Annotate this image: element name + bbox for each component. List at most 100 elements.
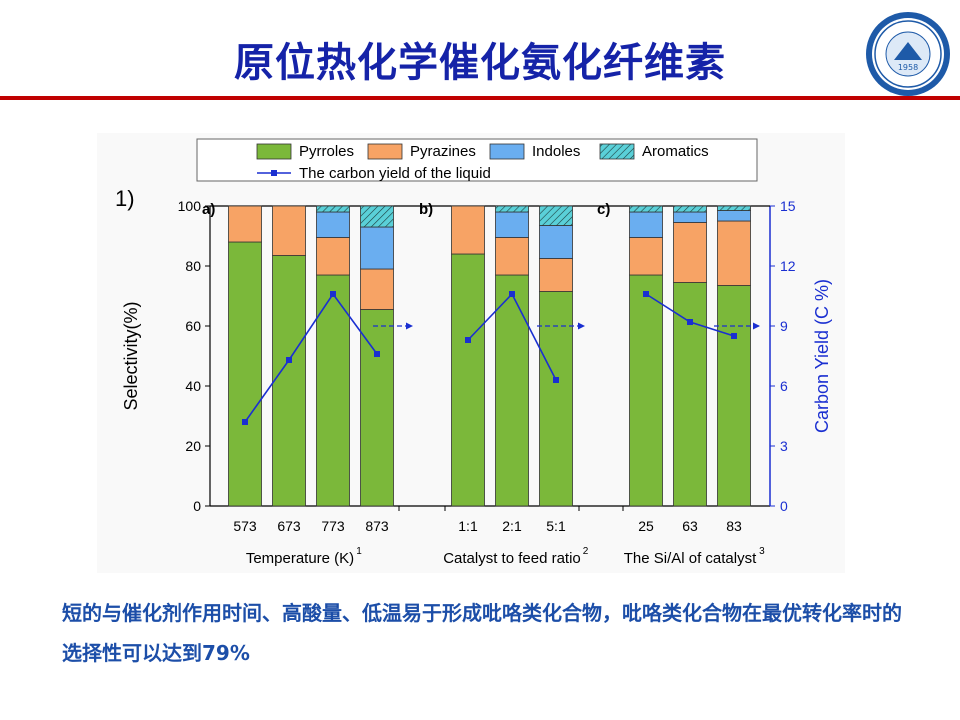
bar-pyrroles xyxy=(272,255,306,507)
bar-pyrroles xyxy=(495,274,529,507)
bar-aromatics xyxy=(539,205,573,226)
chart-panel: 573 673 773 873 a) Temperature (K) 1 1:1 2:1 5:1 b… xyxy=(97,133,845,573)
bars-layer xyxy=(228,205,751,507)
carbon-yield-point xyxy=(643,291,649,297)
y-tick-label-left: 80 xyxy=(185,258,201,274)
bar-pyrazines xyxy=(360,268,394,310)
bar-indoles xyxy=(360,226,394,270)
bar-pyrazines xyxy=(228,205,262,243)
x-tick-label: 1:1 xyxy=(458,518,478,534)
y-tick-label-right: 12 xyxy=(780,258,796,274)
bar-aromatics xyxy=(316,205,350,213)
bar-pyrroles xyxy=(673,282,707,507)
labels-layer: 573 673 773 873 a) Temperature (K) 1 1:1 2:1 5:1 b… xyxy=(115,186,832,567)
bar-pyrroles xyxy=(539,291,573,507)
bar-pyrroles xyxy=(228,241,262,507)
bar-pyrroles xyxy=(629,274,663,507)
legend-label-pyrroles: Pyrroles xyxy=(299,143,354,160)
bar-indoles xyxy=(539,225,573,259)
panel-label: b) xyxy=(419,201,433,218)
bar-pyrazines xyxy=(717,220,751,286)
bar-aromatics xyxy=(673,205,707,213)
bar-indoles xyxy=(495,211,529,238)
legend-marker-carbon-yield xyxy=(271,170,277,176)
x-tick-label: 773 xyxy=(321,518,345,534)
legend-label-indoles: Indoles xyxy=(532,143,580,160)
seal-year: 1958 xyxy=(898,63,918,72)
bar-indoles xyxy=(629,211,663,238)
stacked-bar-chart: 573 673 773 873 a) Temperature (K) 1 1:1 2:1 5:1 b… xyxy=(115,138,832,567)
x-axis-label: The Si/Al of catalyst xyxy=(624,550,757,567)
y-tick-label-right: 9 xyxy=(780,318,788,334)
bar-pyrroles xyxy=(717,285,751,507)
carbon-yield-point xyxy=(330,291,336,297)
legend-label-carbon-yield: The carbon yield of the liquid xyxy=(299,165,491,182)
carbon-yield-point xyxy=(687,319,693,325)
carbon-yield-point xyxy=(465,337,471,343)
y-axis-label-left: Selectivity(%) xyxy=(121,301,141,410)
legend-label-aromatics: Aromatics xyxy=(642,143,709,160)
bar-aromatics xyxy=(629,205,663,213)
carbon-yield-point xyxy=(286,357,292,363)
legend: Pyrroles Pyrazines Indoles Aromatics The car… xyxy=(196,138,758,182)
bar-pyrazines xyxy=(539,258,573,292)
y-tick-label-right: 6 xyxy=(780,378,788,394)
legend-swatch-aromatics xyxy=(599,143,635,160)
bar-pyrroles xyxy=(316,274,350,507)
bar-pyrazines xyxy=(495,237,529,276)
y-tick-label-left: 40 xyxy=(185,378,201,394)
y-tick-label-left: 60 xyxy=(185,318,201,334)
y-axis-label-right: Carbon Yield (C %) xyxy=(812,279,832,433)
carbon-yield-layer xyxy=(242,291,760,425)
x-axis-label: Catalyst to feed ratio xyxy=(443,550,581,567)
y-tick-label-left: 0 xyxy=(193,498,201,514)
carbon-yield-point xyxy=(374,351,380,357)
carbon-yield-point xyxy=(242,419,248,425)
bar-pyrroles xyxy=(360,309,394,507)
carbon-yield-point xyxy=(509,291,515,297)
panel-label: a) xyxy=(202,201,215,218)
panel-label: c) xyxy=(597,201,610,218)
y-tick-label-left: 100 xyxy=(178,198,202,214)
title-divider xyxy=(0,96,960,100)
carbon-yield-line xyxy=(244,292,378,423)
carbon-yield-point xyxy=(731,333,737,339)
y-tick-label-right: 0 xyxy=(780,498,788,514)
x-tick-label: 5:1 xyxy=(546,518,566,534)
x-axis-superscript: 2 xyxy=(583,546,589,557)
figure-label: 1) xyxy=(115,186,135,211)
bar-aromatics xyxy=(360,205,394,228)
bar-pyrazines xyxy=(451,205,485,255)
x-tick-label: 873 xyxy=(365,518,389,534)
x-tick-label: 2:1 xyxy=(502,518,522,534)
x-tick-label: 25 xyxy=(638,518,654,534)
bar-indoles xyxy=(316,211,350,238)
y-tick-label-right: 3 xyxy=(780,438,788,454)
x-tick-label: 673 xyxy=(277,518,301,534)
legend-label-pyrazines: Pyrazines xyxy=(410,143,476,160)
bar-aromatics xyxy=(495,205,529,213)
bar-pyrazines xyxy=(629,237,663,276)
y-tick-label-left: 20 xyxy=(185,438,201,454)
x-axis-label: Temperature (K) xyxy=(246,550,354,567)
slide-title: 原位热化学催化氨化纤维素 xyxy=(234,40,726,86)
bar-pyrazines xyxy=(316,237,350,276)
slide-caption: 短的与催化剂作用时间、高酸量、低温易于形成吡咯类化合物，吡咯类化合物在最优转化率… xyxy=(62,601,902,665)
university-seal-icon: 1958 xyxy=(866,12,950,96)
x-tick-label: 573 xyxy=(233,518,257,534)
legend-swatch-indoles xyxy=(489,143,525,160)
bar-aromatics xyxy=(717,205,751,211)
bar-indoles xyxy=(717,210,751,222)
x-tick-label: 63 xyxy=(682,518,698,534)
x-tick-label: 83 xyxy=(726,518,742,534)
x-axis-superscript: 3 xyxy=(759,546,765,557)
x-axis-superscript: 1 xyxy=(356,546,362,557)
carbon-yield-point xyxy=(553,377,559,383)
bar-pyrazines xyxy=(673,222,707,283)
bar-pyrazines xyxy=(272,205,306,256)
legend-swatch-pyrroles xyxy=(256,143,292,160)
bar-indoles xyxy=(673,211,707,223)
y-tick-label-right: 15 xyxy=(780,198,796,214)
bar-pyrroles xyxy=(451,253,485,507)
legend-swatch-pyrazines xyxy=(367,143,403,160)
